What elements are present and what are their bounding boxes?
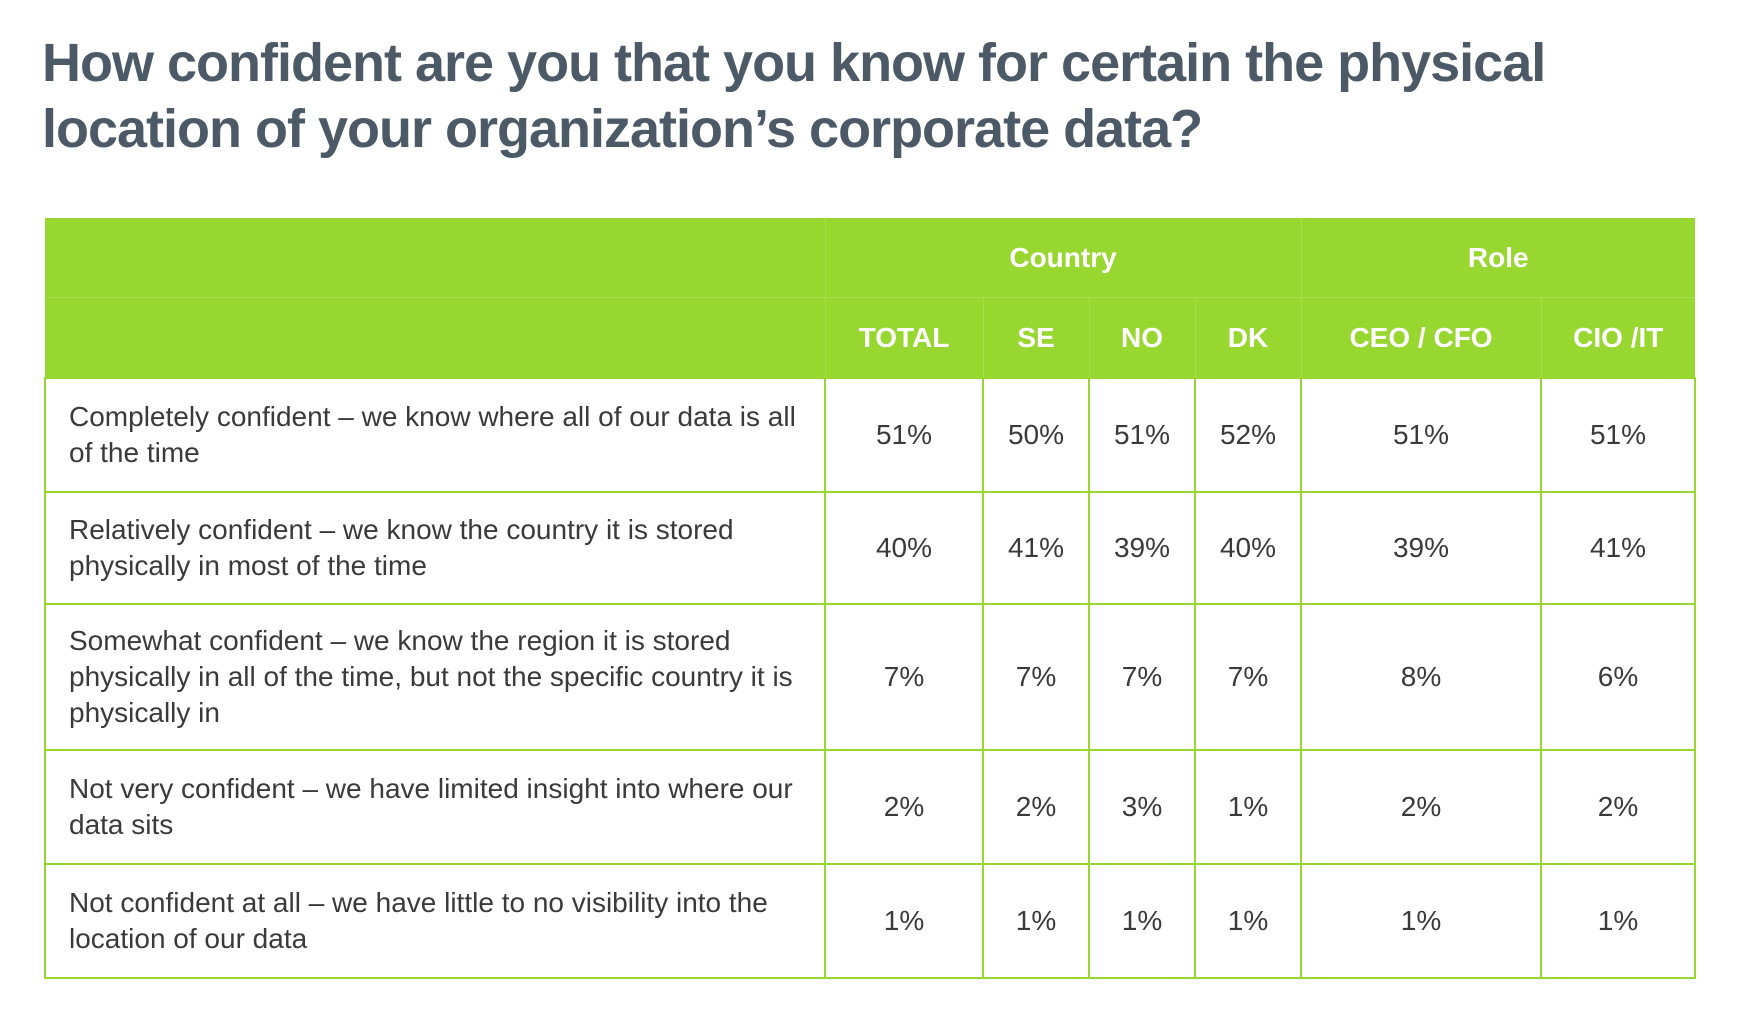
cell-cio-it: 2% <box>1540 749 1697 865</box>
column-header-cio-it: CIO /IT <box>1540 297 1696 378</box>
cell-ceo-cfo: 51% <box>1300 377 1543 493</box>
survey-table: Country Role TOTAL SE NO DK CEO / CFO CI… <box>44 218 1697 979</box>
table-row: Not very confident – we have limited ins… <box>44 749 1697 865</box>
column-header-dk: DK <box>1194 297 1302 378</box>
table-row: Somewhat confident – we know the region … <box>44 603 1697 751</box>
survey-table-container: Country Role TOTAL SE NO DK CEO / CFO CI… <box>44 218 1697 979</box>
cell-total: 2% <box>824 749 984 865</box>
cell-no: 1% <box>1088 863 1196 979</box>
table-row: Relatively confident – we know the count… <box>44 491 1697 605</box>
cell-se: 7% <box>982 603 1090 751</box>
column-header-total: TOTAL <box>824 297 983 378</box>
cell-se: 1% <box>982 863 1090 979</box>
cell-cio-it: 1% <box>1540 863 1697 979</box>
cell-cio-it: 41% <box>1540 491 1697 605</box>
column-header-no: NO <box>1088 297 1195 378</box>
cell-no: 39% <box>1088 491 1196 605</box>
cell-se: 2% <box>982 749 1090 865</box>
page-title: How confident are you that you know for … <box>42 33 1546 159</box>
cell-no: 7% <box>1088 603 1196 751</box>
cell-dk: 52% <box>1193 377 1303 493</box>
column-header-se: SE <box>982 297 1089 378</box>
group-header-role: Role <box>1300 218 1696 298</box>
cell-ceo-cfo: 2% <box>1300 749 1543 865</box>
row-label: Completely confident – we know where all… <box>44 377 826 493</box>
cell-cio-it: 51% <box>1540 377 1697 493</box>
cell-total: 1% <box>824 863 984 979</box>
group-header-row: Country Role <box>45 218 1696 298</box>
column-header-row: TOTAL SE NO DK CEO / CFO CIO /IT <box>45 297 1696 378</box>
cell-ceo-cfo: 8% <box>1300 603 1543 751</box>
group-header-country: Country <box>824 218 1302 298</box>
column-header-ceo-cfo: CEO / CFO <box>1300 297 1542 378</box>
cell-dk: 7% <box>1193 603 1303 751</box>
header-blank-cell <box>45 218 825 298</box>
cell-ceo-cfo: 1% <box>1300 863 1543 979</box>
row-label: Not very confident – we have limited ins… <box>44 749 826 865</box>
row-label: Not confident at all – we have little to… <box>44 863 826 979</box>
table-row: Not confident at all – we have little to… <box>44 863 1697 979</box>
cell-ceo-cfo: 39% <box>1300 491 1543 605</box>
cell-total: 40% <box>824 491 984 605</box>
cell-no: 51% <box>1088 377 1196 493</box>
cell-no: 3% <box>1088 749 1196 865</box>
cell-total: 7% <box>824 603 984 751</box>
table-row: Completely confident – we know where all… <box>44 377 1697 493</box>
cell-cio-it: 6% <box>1540 603 1697 751</box>
cell-dk: 1% <box>1193 749 1303 865</box>
cell-dk: 1% <box>1193 863 1303 979</box>
row-label: Somewhat confident – we know the region … <box>44 603 826 751</box>
cell-se: 50% <box>982 377 1090 493</box>
row-label: Relatively confident – we know the count… <box>44 491 826 605</box>
cell-total: 51% <box>824 377 984 493</box>
cell-dk: 40% <box>1193 491 1303 605</box>
cell-se: 41% <box>982 491 1090 605</box>
header-blank-cell <box>45 297 825 378</box>
